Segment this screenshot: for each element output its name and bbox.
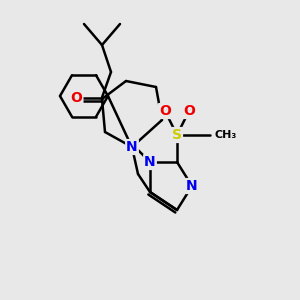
Text: N: N (144, 155, 156, 169)
Text: N: N (126, 140, 138, 154)
Text: CH₃: CH₃ (214, 130, 237, 140)
Text: S: S (172, 128, 182, 142)
Text: N: N (186, 179, 198, 193)
Text: O: O (183, 104, 195, 118)
Text: O: O (159, 104, 171, 118)
Text: O: O (70, 91, 83, 104)
